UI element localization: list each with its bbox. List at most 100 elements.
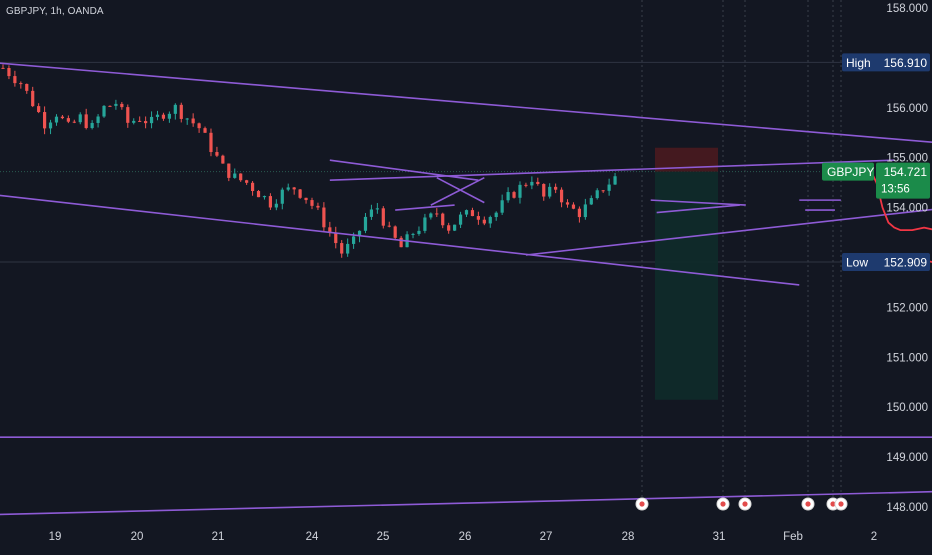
candle-body-2 — [13, 76, 17, 84]
event-marker-dot-5 — [838, 501, 844, 507]
candle-body-65 — [387, 225, 391, 227]
candles-group — [1, 64, 617, 258]
candle-body-90 — [536, 181, 540, 185]
current-price-value: 154.721 — [884, 165, 928, 179]
candle-body-39 — [233, 173, 237, 178]
candle-body-85 — [506, 192, 510, 201]
low-label-value: 152.909 — [884, 256, 928, 270]
x-tick-label-1: 20 — [131, 531, 144, 543]
candle-body-49 — [292, 187, 296, 190]
candle-body-37 — [221, 155, 225, 164]
trendline-4 — [329, 159, 479, 181]
candle-body-15 — [90, 122, 94, 129]
candle-body-50 — [298, 189, 302, 198]
candle-body-5 — [31, 90, 35, 107]
candle-body-76 — [453, 224, 457, 231]
candle-body-95 — [565, 202, 570, 205]
candle-body-1 — [7, 67, 11, 77]
trendline-0 — [0, 62, 932, 144]
candle-body-92 — [548, 186, 552, 197]
candle-body-21 — [126, 107, 130, 123]
x-tick-label-5: 26 — [459, 531, 472, 543]
candle-body-55 — [328, 227, 332, 233]
candle-body-64 — [381, 208, 385, 226]
countdown-timer: 13:56 — [881, 184, 910, 196]
candle-body-30 — [179, 104, 183, 119]
candle-body-42 — [250, 182, 255, 192]
candle-body-51 — [304, 197, 308, 201]
candle-body-80 — [476, 216, 480, 220]
x-tick-label-0: 19 — [49, 531, 62, 543]
low-label-box — [842, 253, 930, 272]
candle-body-73 — [435, 213, 439, 215]
candle-body-41 — [245, 180, 249, 183]
candle-body-102 — [607, 184, 611, 191]
trendline-13 — [0, 490, 932, 516]
candle-body-53 — [316, 205, 320, 208]
candle-body-60 — [357, 230, 362, 237]
candle-body-46 — [274, 203, 278, 208]
candle-body-36 — [215, 152, 219, 156]
y-tick-label-2: 156.000 — [886, 103, 928, 115]
take-profit-zone — [655, 171, 718, 400]
y-tick-label-6: 152.000 — [886, 302, 928, 314]
candle-body-52 — [310, 200, 314, 206]
candle-body-97 — [577, 208, 582, 218]
y-tick-label-8: 150.000 — [886, 402, 928, 414]
candle-body-13 — [78, 114, 82, 123]
candle-body-16 — [96, 116, 100, 123]
candle-body-4 — [25, 83, 29, 91]
candle-body-12 — [72, 121, 76, 123]
trendline-1 — [0, 194, 800, 286]
candle-body-11 — [66, 118, 70, 122]
projection-path-1 — [869, 169, 932, 232]
candle-body-61 — [363, 216, 368, 231]
high-label-value: 156.910 — [884, 56, 928, 70]
candle-body-56 — [334, 232, 338, 244]
candle-body-70 — [417, 230, 421, 234]
candle-body-78 — [464, 210, 469, 215]
candle-body-19 — [114, 103, 118, 106]
candle-body-44 — [262, 196, 267, 198]
candle-body-75 — [447, 225, 451, 231]
current-price-box — [876, 162, 930, 199]
candle-body-10 — [60, 116, 65, 119]
event-marker-dot-0 — [639, 501, 645, 507]
trendline-7 — [436, 176, 485, 204]
candle-body-18 — [108, 105, 112, 107]
event-marker-dot-4 — [830, 501, 836, 507]
candle-body-6 — [37, 106, 41, 113]
candle-body-45 — [268, 196, 273, 208]
trendline-9 — [656, 204, 740, 214]
candle-body-96 — [571, 204, 576, 209]
candle-body-91 — [542, 184, 546, 197]
candle-body-82 — [488, 217, 492, 224]
trendline-8 — [650, 199, 746, 206]
candle-body-74 — [441, 213, 445, 226]
candle-body-59 — [351, 236, 356, 244]
candle-body-69 — [411, 233, 415, 235]
candle-body-86 — [512, 192, 516, 198]
candle-body-63 — [375, 208, 379, 210]
candle-body-0 — [1, 67, 5, 69]
y-tick-label-4: 154.000 — [886, 203, 928, 215]
candle-body-100 — [595, 190, 599, 199]
x-tick-label-6: 27 — [540, 531, 553, 543]
candle-body-22 — [132, 120, 136, 123]
x-tick-label-8: 31 — [713, 531, 726, 543]
y-tick-label-7: 151.000 — [886, 352, 928, 364]
trendline-3 — [329, 159, 895, 181]
trendline-5 — [395, 204, 455, 211]
candle-body-20 — [120, 103, 124, 108]
x-tick-label-4: 25 — [377, 531, 390, 543]
candle-body-83 — [494, 212, 498, 218]
candle-body-89 — [530, 181, 534, 186]
candle-body-54 — [322, 207, 326, 228]
symbol-label-box — [822, 162, 874, 181]
candle-body-57 — [340, 243, 344, 254]
candle-body-35 — [209, 132, 213, 153]
x-tick-label-7: 28 — [622, 531, 635, 543]
